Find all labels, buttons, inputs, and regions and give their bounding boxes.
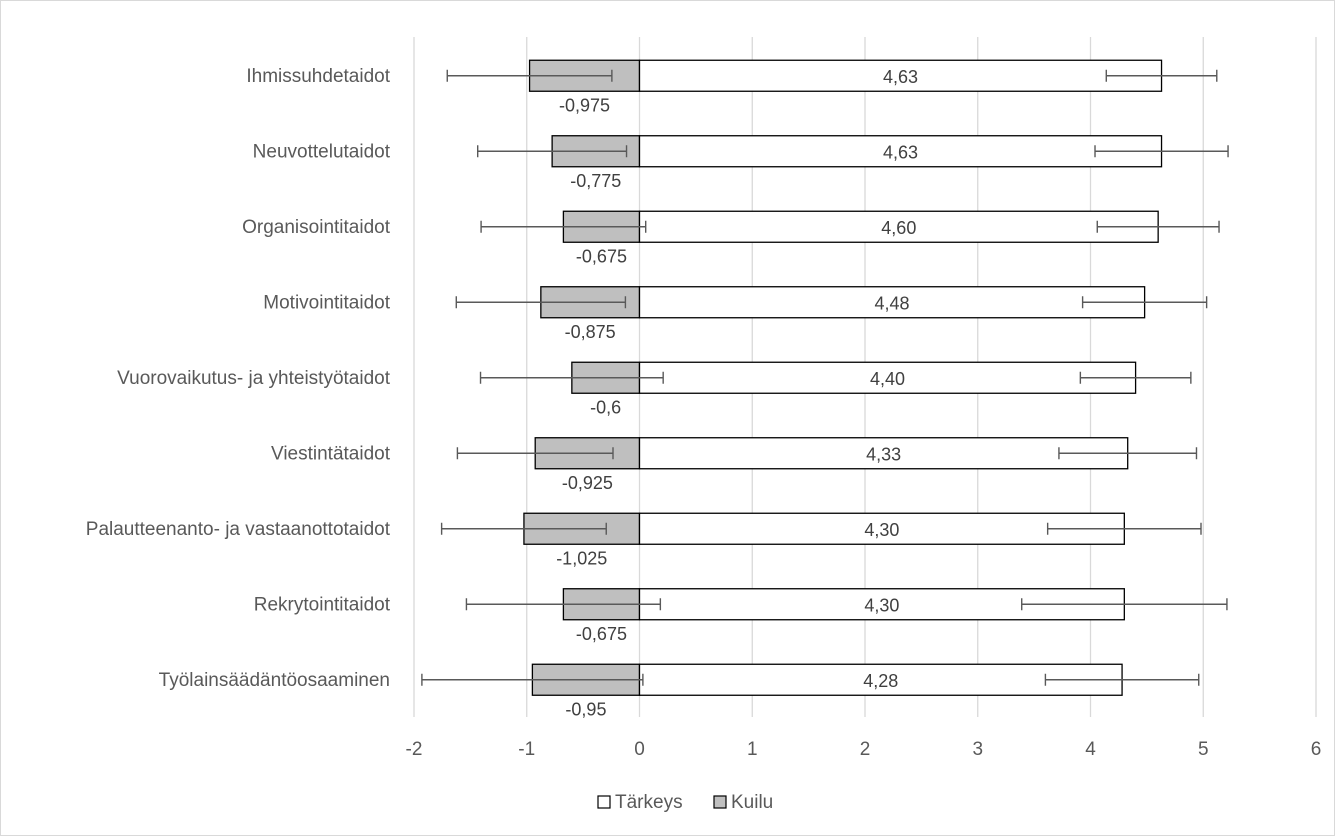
tarkeys-bar [638,59,1163,92]
tarkeys-bar [638,286,1146,319]
kuilu-data-label: -0,875 [565,322,616,342]
category-label: Rekrytointitaidot [254,594,391,615]
legend: Tärkeys Kuilu [597,792,773,813]
x-tick-label: 1 [747,739,758,760]
x-tick-label: 2 [860,739,871,760]
category-label: Viestintätaidot [271,443,391,464]
tarkeys-bar [638,361,1137,394]
kuilu-data-label: -0,675 [576,624,627,644]
tarkeys-data-label: 4,63 [883,67,918,87]
x-tick-label: 6 [1311,739,1322,760]
kuilu-data-label: -0,975 [559,95,610,115]
tarkeys-data-label: 4,40 [870,369,905,389]
tarkeys-data-label: 4,28 [863,671,898,691]
tarkeys-bar [638,663,1123,696]
x-tick-label: 3 [972,739,983,760]
x-tick-label: -2 [406,739,423,760]
category-label: Työlainsäädäntöosaaminen [159,670,390,691]
tarkeys-data-label: 4,48 [875,293,910,313]
category-labels: Ihmissuhdetaidot Neuvottelutaidot Organiso… [86,66,391,691]
kuilu-data-label: -0,925 [562,473,613,493]
tarkeys-data-label: 4,33 [866,444,901,464]
legend-swatch-kuilu [713,795,727,809]
tarkeys-data-label: 4,30 [864,520,899,540]
category-label: Organisointitaidot [242,217,391,238]
legend-label-kuilu: Kuilu [731,792,773,813]
kuilu-data-label: -1,025 [556,548,607,568]
data-labels: 4,63 -0,975 4,63 -0,775 4,60 -0,675 4,48 -0,875… [556,67,918,720]
x-tick-label: 0 [634,739,645,760]
category-label: Ihmissuhdetaidot [246,66,390,87]
category-label: Palautteenanto- ja vastaanottotaidot [86,519,391,540]
category-label: Neuvottelutaidot [253,141,391,162]
kuilu-data-label: -0,6 [590,397,621,417]
kuilu-data-label: -0,775 [570,171,621,191]
x-tick-label: 5 [1198,739,1209,760]
category-label: Vuorovaikutus- ja yhteistyötaidot [117,368,391,389]
kuilu-data-label: -0,675 [576,246,627,266]
tarkeys-bar [638,135,1163,168]
tarkeys-data-label: 4,60 [881,218,916,238]
kuilu-data-label: -0,95 [565,699,606,719]
error-bars [421,69,1229,686]
bars [523,59,1163,696]
legend-label-tarkeys: Tärkeys [615,792,683,813]
tarkeys-bar [638,210,1159,243]
x-axis-tick-labels: -2 -1 0 1 2 3 4 5 6 [406,739,1322,760]
legend-swatch-tarkeys [597,795,611,809]
x-tick-label: -1 [518,739,535,760]
category-label: Motivointitaidot [263,292,390,313]
tarkeys-data-label: 4,63 [883,142,918,162]
tarkeys-data-label: 4,30 [864,595,899,615]
x-tick-label: 4 [1085,739,1096,760]
